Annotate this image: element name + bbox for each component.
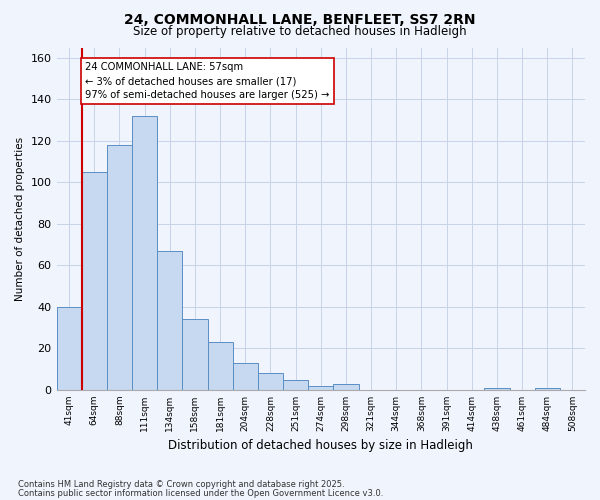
- Bar: [107, 145, 132, 390]
- Text: 24, COMMONHALL LANE, BENFLEET, SS7 2RN: 24, COMMONHALL LANE, BENFLEET, SS7 2RN: [124, 12, 476, 26]
- Bar: [258, 374, 283, 390]
- Text: 24 COMMONHALL LANE: 57sqm
← 3% of detached houses are smaller (17)
97% of semi-d: 24 COMMONHALL LANE: 57sqm ← 3% of detach…: [85, 62, 330, 100]
- Bar: [82, 172, 107, 390]
- Bar: [233, 363, 258, 390]
- Bar: [157, 251, 182, 390]
- Bar: [132, 116, 157, 390]
- Bar: [334, 384, 359, 390]
- Bar: [208, 342, 233, 390]
- Bar: [182, 320, 208, 390]
- Text: Contains HM Land Registry data © Crown copyright and database right 2025.: Contains HM Land Registry data © Crown c…: [18, 480, 344, 489]
- Text: Size of property relative to detached houses in Hadleigh: Size of property relative to detached ho…: [133, 25, 467, 38]
- Bar: [56, 307, 82, 390]
- Text: Contains public sector information licensed under the Open Government Licence v3: Contains public sector information licen…: [18, 488, 383, 498]
- Y-axis label: Number of detached properties: Number of detached properties: [15, 136, 25, 301]
- X-axis label: Distribution of detached houses by size in Hadleigh: Distribution of detached houses by size …: [169, 440, 473, 452]
- Bar: [308, 386, 334, 390]
- Bar: [283, 380, 308, 390]
- Bar: [535, 388, 560, 390]
- Bar: [484, 388, 509, 390]
